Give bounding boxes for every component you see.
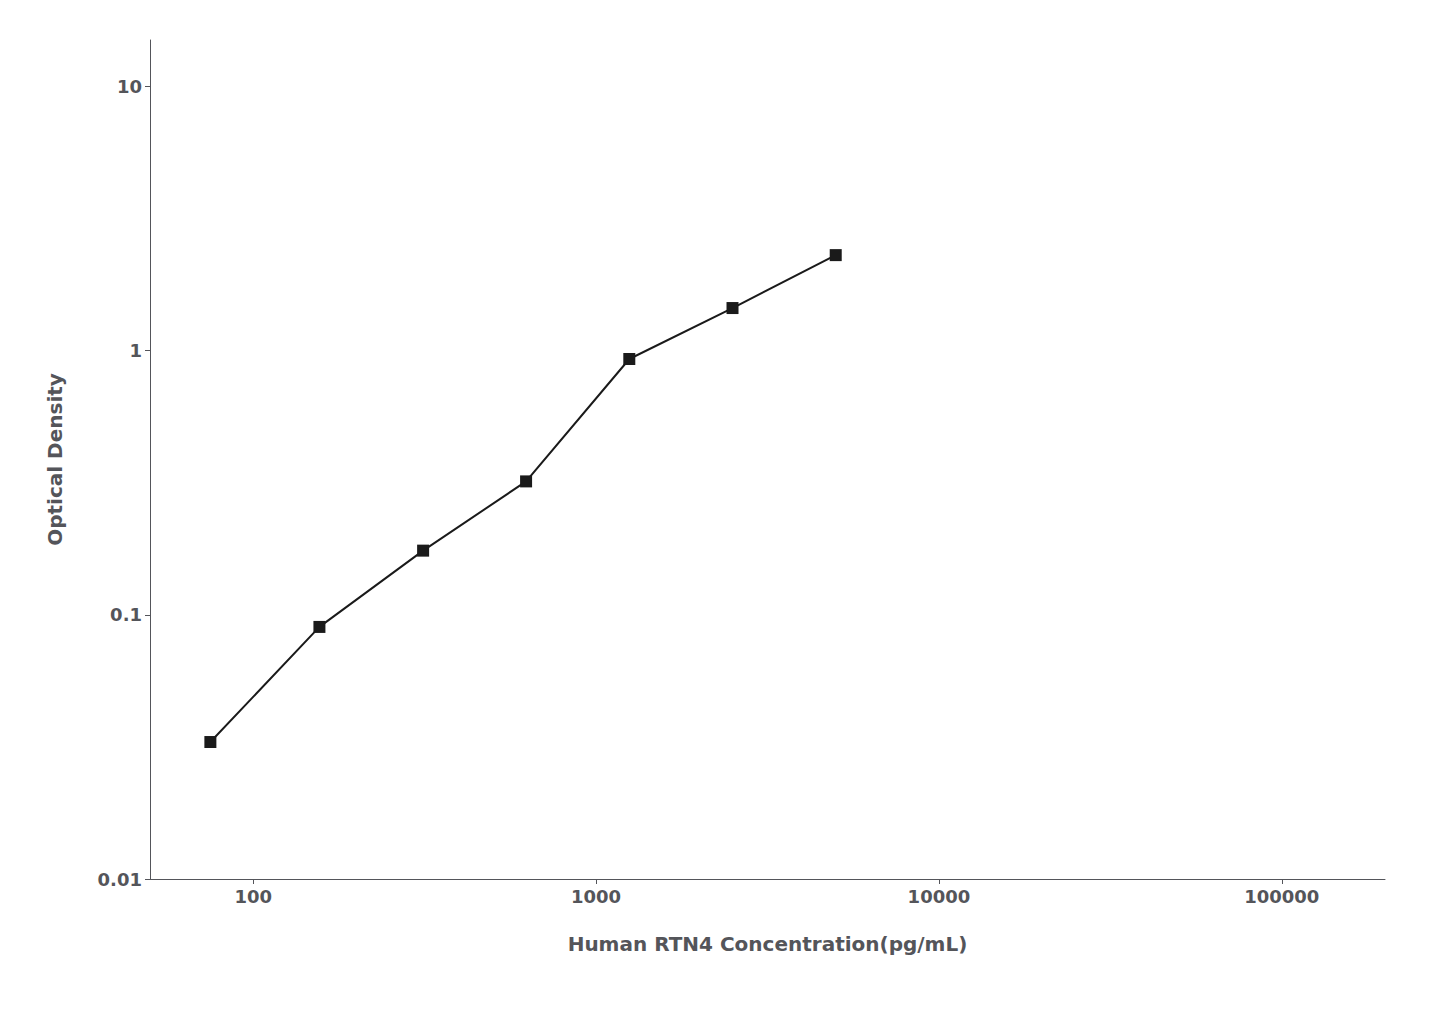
svg-text:100: 100 [234, 886, 272, 907]
svg-text:1: 1 [129, 340, 142, 361]
svg-text:Human RTN4 Concentration(pg/mL: Human RTN4 Concentration(pg/mL) [568, 932, 968, 956]
svg-text:1000: 1000 [571, 886, 621, 907]
svg-text:10000: 10000 [908, 886, 971, 907]
svg-text:10: 10 [117, 76, 142, 97]
svg-text:0.01: 0.01 [98, 869, 142, 890]
svg-text:100000: 100000 [1244, 886, 1319, 907]
svg-text:0.1: 0.1 [110, 604, 142, 625]
svg-text:Optical Density: Optical Density [43, 373, 67, 546]
